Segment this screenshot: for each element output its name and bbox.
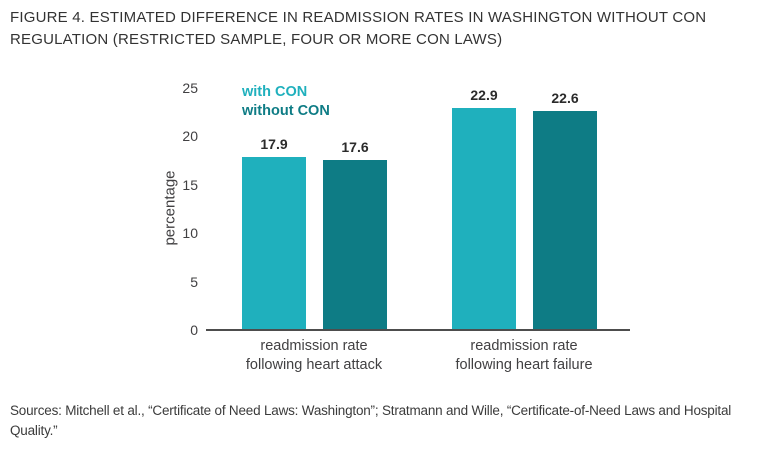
bar-with-CON-category-1	[452, 108, 516, 330]
legend-item-with-CON: with CON	[242, 84, 308, 100]
chart-legend: with CON without CON	[242, 83, 330, 120]
bar-value-label: 22.9	[470, 87, 498, 104]
x-axis-category-label: readmission rate following heart attack	[245, 338, 383, 373]
bar-with-CON-category-0	[242, 156, 306, 330]
y-axis-tick-label: 0	[190, 322, 198, 338]
legend-item-without-CON: without CON	[242, 102, 330, 119]
x-axis-line	[206, 329, 630, 331]
y-axis-tick-label: 10	[182, 225, 198, 242]
sources-note: Sources: Mitchell et al., “Certificate o…	[10, 403, 732, 438]
y-axis-tick-label: 5	[190, 273, 198, 290]
bar-value-label: 17.6	[341, 138, 369, 155]
x-axis-category-label: readmission rate following heart failure	[455, 338, 593, 373]
bar-value-label: 17.9	[260, 135, 288, 152]
bar-without-CON-category-0	[323, 159, 387, 330]
y-axis-tick-label: 15	[182, 176, 198, 193]
y-axis-tick-label: 25	[182, 80, 198, 96]
bar-value-label: 22.6	[551, 90, 579, 107]
figure-title: FIGURE 4. ESTIMATED DIFFERENCE IN READMI…	[10, 9, 707, 48]
y-axis-tick-label: 20	[182, 128, 198, 145]
bar-without-CON-category-1	[533, 111, 597, 330]
